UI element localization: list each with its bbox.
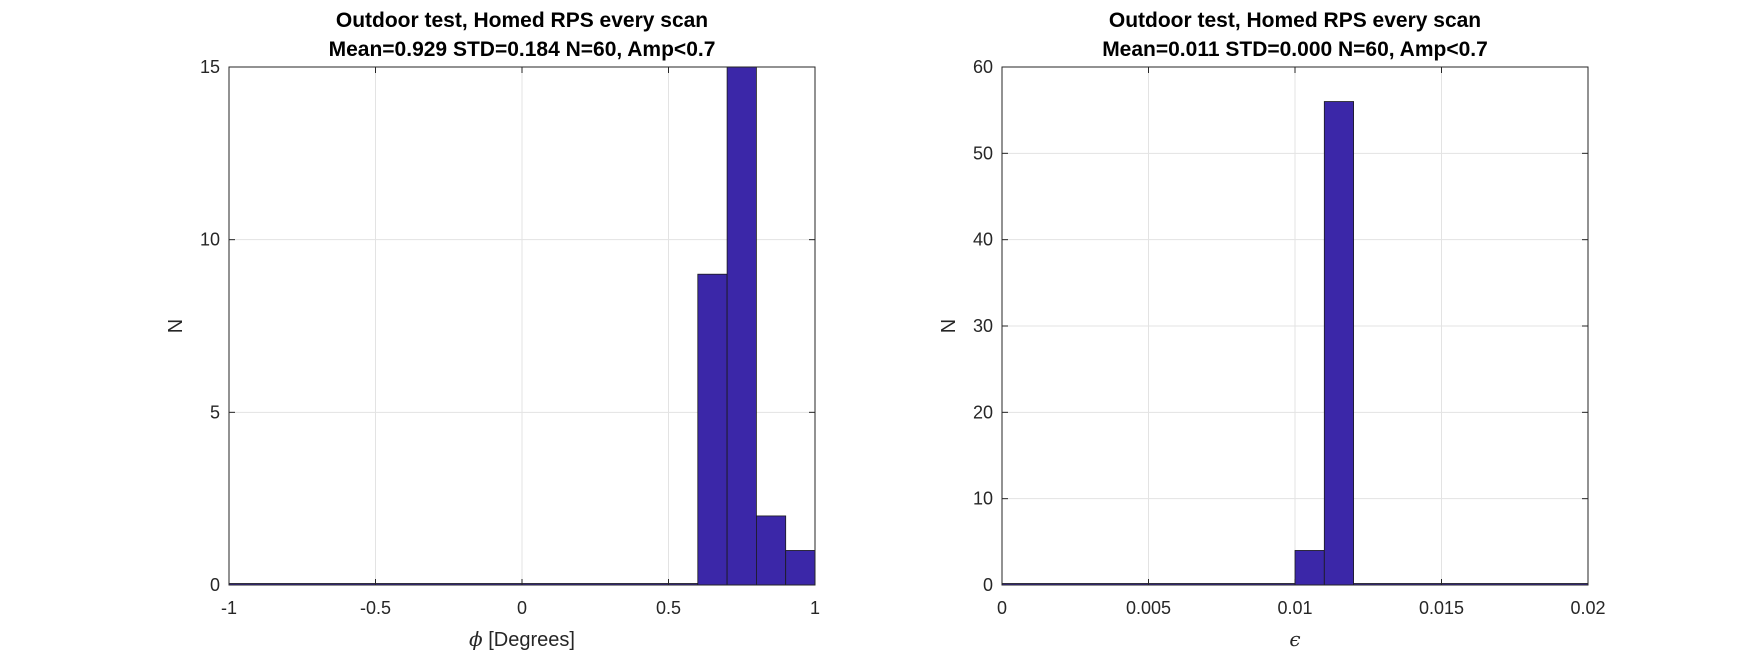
y-tick-label: 20 <box>973 402 993 422</box>
y-tick-label: 15 <box>200 57 220 77</box>
chart-subtitle: Mean=0.929 STD=0.184 N=60, Amp<0.7 <box>329 38 716 61</box>
y-axis-label: N <box>938 319 960 333</box>
chart-2: 0 0.005 0.01 0.015 0.02 0 10 20 30 40 50 60 Outdoor … <box>938 9 1606 651</box>
y-axis-label: N <box>165 319 187 333</box>
x-tick-label: 0.01 <box>1277 598 1312 618</box>
y-tick-label: 50 <box>973 143 993 163</box>
y-tick-label: 30 <box>973 316 993 336</box>
x-tick-label: 0.02 <box>1570 598 1605 618</box>
y-tick-label: 60 <box>973 57 993 77</box>
x-axis-symbol: ϕ <box>469 627 483 651</box>
x-tick-label: 0 <box>997 598 1007 618</box>
y-tick-label: 5 <box>210 402 220 422</box>
histogram-bar <box>1294 550 1325 586</box>
y-tick-label: 0 <box>210 575 220 595</box>
x-tick-label: 0.5 <box>656 598 681 618</box>
histogram-bar <box>756 515 787 586</box>
x-tick-label: -1 <box>221 598 237 618</box>
histogram-bar <box>1323 101 1355 586</box>
x-tick-label: 1 <box>810 598 820 618</box>
y-tick-label: 10 <box>200 230 220 250</box>
histogram-bar <box>785 550 816 586</box>
y-tick-label: 40 <box>973 230 993 250</box>
x-axis-unit: [Degrees] <box>483 629 575 651</box>
x-axis-symbol: ϵ <box>1289 627 1300 651</box>
x-tick-label: 0 <box>517 598 527 618</box>
x-tick-label: -0.5 <box>360 598 391 618</box>
y-tick-label: 10 <box>973 489 993 509</box>
chart-subtitle: Mean=0.011 STD=0.000 N=60, Amp<0.7 <box>1102 38 1488 61</box>
histogram-bar <box>697 273 728 586</box>
x-axis-label: ϕ [Degrees] <box>469 627 575 651</box>
x-axis-label: ϵ <box>1289 627 1300 651</box>
chart-title: Outdoor test, Homed RPS every scan <box>1109 9 1481 32</box>
x-tick-label: 0.015 <box>1419 598 1464 618</box>
y-tick-label: 0 <box>983 575 993 595</box>
histogram-bar <box>726 66 757 586</box>
x-tick-label: 0.005 <box>1126 598 1171 618</box>
chart-title: Outdoor test, Homed RPS every scan <box>336 9 708 32</box>
